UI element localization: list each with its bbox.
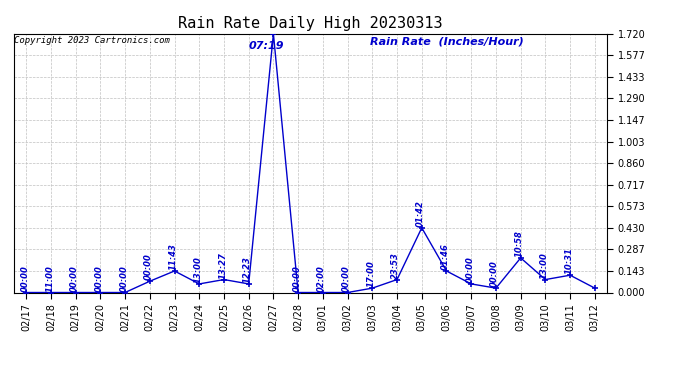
Text: 01:46: 01:46 (441, 243, 450, 270)
Text: 00:00: 00:00 (119, 265, 128, 292)
Text: 00:00: 00:00 (490, 261, 499, 287)
Text: 11:43: 11:43 (169, 243, 178, 270)
Text: 00:00: 00:00 (21, 265, 30, 292)
Title: Rain Rate Daily High 20230313: Rain Rate Daily High 20230313 (178, 16, 443, 31)
Text: 13:00: 13:00 (540, 252, 549, 279)
Text: 17:00: 17:00 (366, 261, 375, 287)
Text: 11:00: 11:00 (45, 265, 54, 292)
Text: 00:00: 00:00 (70, 265, 79, 292)
Text: 00:00: 00:00 (293, 265, 302, 292)
Text: 10:58: 10:58 (515, 230, 524, 257)
Text: Copyright 2023 Cartronics.com: Copyright 2023 Cartronics.com (14, 36, 170, 45)
Text: 07:19: 07:19 (248, 41, 284, 51)
Text: 13:00: 13:00 (193, 256, 202, 283)
Text: 23:53: 23:53 (391, 252, 400, 279)
Text: 00:00: 00:00 (144, 254, 153, 280)
Text: 12:23: 12:23 (243, 256, 252, 283)
Text: Rain Rate  (Inches/Hour): Rain Rate (Inches/Hour) (370, 36, 524, 46)
Text: 13:27: 13:27 (218, 252, 227, 279)
Text: 10:31: 10:31 (564, 248, 573, 274)
Text: 00:00: 00:00 (466, 256, 475, 283)
Text: 01:42: 01:42 (416, 200, 425, 227)
Text: 00:00: 00:00 (95, 265, 103, 292)
Text: 02:00: 02:00 (317, 265, 326, 292)
Text: 00:00: 00:00 (342, 265, 351, 292)
